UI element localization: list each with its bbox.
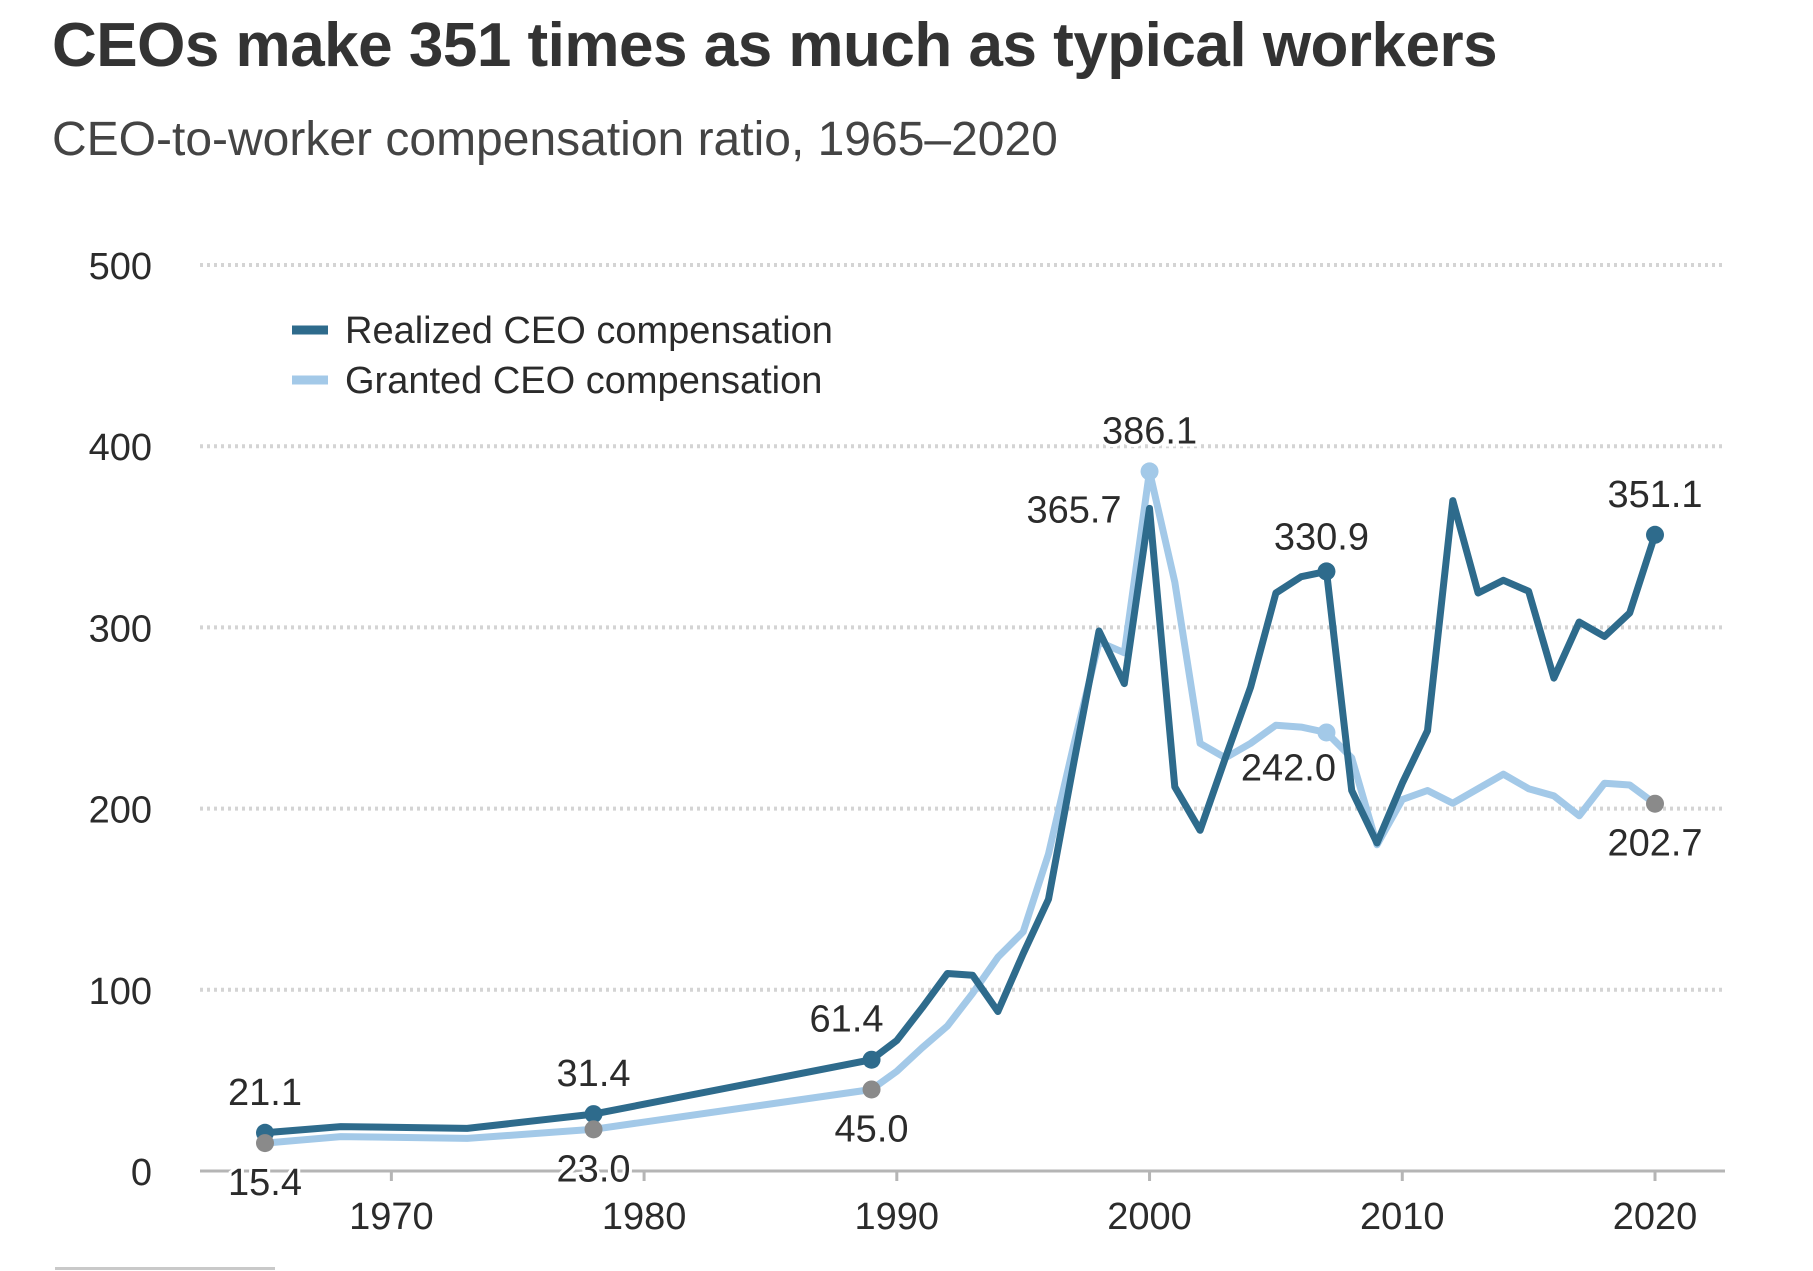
series-lines bbox=[261, 467, 1659, 1147]
y-tick-label-0: 0 bbox=[131, 1152, 152, 1194]
data-label-granted-1965: 15.4 bbox=[228, 1162, 302, 1204]
data-label-granted-1978: 23.0 bbox=[557, 1148, 631, 1190]
legend-label-granted: Granted CEO compensation bbox=[345, 360, 822, 402]
data-label-granted-2000: 386.1 bbox=[1102, 410, 1197, 452]
y-tick-label-400: 400 bbox=[89, 427, 152, 469]
series-line-realized bbox=[261, 497, 1659, 1137]
marker-realized-2020 bbox=[1646, 525, 1664, 544]
y-tick-label-100: 100 bbox=[89, 971, 152, 1013]
data-label-granted-1989: 45.0 bbox=[835, 1108, 909, 1150]
y-tick-label-200: 200 bbox=[89, 790, 152, 832]
marker-realized-2007 bbox=[1317, 562, 1336, 581]
data-label-realized-1978: 31.4 bbox=[557, 1053, 631, 1095]
marker-realized-1978 bbox=[584, 1105, 603, 1124]
marker-granted-2020 bbox=[1646, 794, 1664, 813]
x-axis-tick-labels: 1970 1980 1990 2000 2010 2020 bbox=[349, 1196, 1697, 1238]
data-label-granted-2007: 242.0 bbox=[1241, 747, 1336, 789]
series-line-granted bbox=[261, 467, 1659, 1147]
marker-realized-1989 bbox=[862, 1050, 881, 1069]
marker-granted-2007 bbox=[1317, 723, 1336, 742]
marker-granted-2000 bbox=[1140, 462, 1159, 481]
x-tick-label-2000: 2000 bbox=[1107, 1196, 1192, 1238]
data-label-realized-2007: 330.9 bbox=[1274, 516, 1369, 558]
legend-label-realized: Realized CEO compensation bbox=[345, 310, 833, 352]
x-axis bbox=[200, 1169, 1725, 1181]
marker-granted-1965 bbox=[256, 1134, 274, 1153]
y-tick-label-500: 500 bbox=[89, 246, 152, 288]
data-point-markers bbox=[256, 462, 1664, 1153]
data-label-realized-2000: 365.7 bbox=[1026, 489, 1121, 531]
chart-subtitle: CEO-to-worker compensation ratio, 1965–2… bbox=[52, 113, 1058, 166]
x-tick-label-1990: 1990 bbox=[855, 1196, 940, 1238]
data-label-realized-2020: 351.1 bbox=[1607, 474, 1702, 516]
x-tick-label-2010: 2010 bbox=[1360, 1196, 1445, 1238]
grid-lines bbox=[200, 263, 1725, 992]
data-label-realized-1989: 61.4 bbox=[810, 999, 884, 1041]
data-labels: 21.1 15.4 31.4 23.0 61.4 45.0 365.7 386.1 330.9 2… bbox=[225, 407, 1706, 1207]
x-tick-label-1970: 1970 bbox=[349, 1196, 434, 1238]
legend: Realized CEO compensation Granted CEO co… bbox=[292, 310, 833, 402]
y-axis-tick-labels: 0 100 200 300 400 500 bbox=[89, 246, 152, 1194]
data-label-granted-2020: 202.7 bbox=[1607, 823, 1702, 865]
marker-granted-1978 bbox=[584, 1120, 603, 1139]
chart-title: CEOs make 351 times as much as typical w… bbox=[52, 11, 1498, 80]
footer-divider bbox=[55, 1267, 275, 1270]
x-tick-label-1980: 1980 bbox=[602, 1196, 687, 1238]
marker-granted-1989 bbox=[862, 1080, 881, 1099]
data-label-realized-1965: 21.1 bbox=[228, 1072, 302, 1114]
y-tick-label-300: 300 bbox=[89, 608, 152, 650]
x-tick-label-2020: 2020 bbox=[1613, 1196, 1698, 1238]
